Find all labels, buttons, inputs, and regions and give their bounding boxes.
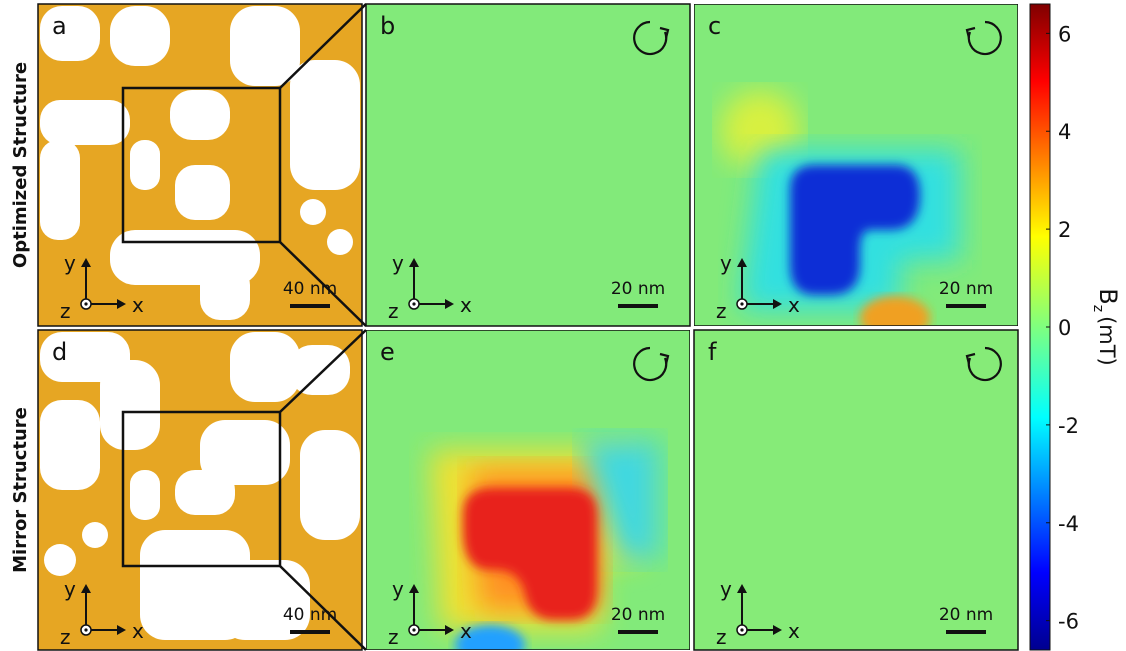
axis-dot [412,628,416,632]
axis-dot [84,302,88,306]
axis-arrowhead [445,299,454,309]
colorbar-unit: (mT) [1095,316,1119,366]
row-label: Mirror Structure [10,407,31,573]
axis-label: z [388,625,399,649]
axis-arrowhead [773,625,782,635]
scale-bar-label: 40 nm [283,279,337,299]
axis-arrowhead [445,625,454,635]
scale-bar-label: 20 nm [939,279,993,299]
panel-label: b [380,12,395,40]
axis-dot [84,628,88,632]
axis-label: x [460,293,472,317]
field-e [366,330,690,650]
scale-bar-label: 40 nm [283,605,337,625]
colorbar-tick-label: -6 [1058,610,1079,634]
axis-arrowhead [773,299,782,309]
colorbar-tick-label: -2 [1058,414,1079,438]
panel-label: d [52,338,67,366]
panel-label: c [708,12,721,40]
field-c [694,4,1018,326]
axis-label: y [392,577,404,601]
axis-arrowhead [737,258,747,267]
axis-label: y [720,251,732,275]
axis-arrowhead [117,625,126,635]
axis-label: y [720,577,732,601]
colorbar-tick-label: 6 [1058,22,1071,46]
axis-label: z [716,625,727,649]
axis-arrowhead [409,258,419,267]
colorbar-symbol: B [1094,288,1122,304]
axis-arrowhead [117,299,126,309]
axis-dot [740,628,744,632]
structure-a [37,3,367,327]
axis-arrowhead [737,584,747,593]
axis-label: x [132,293,144,317]
axis-label: z [716,299,727,323]
colorbar-subscript: z [1090,305,1106,312]
panel-label: e [380,338,395,366]
field-b [365,3,691,327]
colorbar-tick-label: 0 [1058,316,1071,340]
row-label: Optimized Structure [10,62,31,268]
colorbar-label: Bz (mT) [1090,288,1122,366]
axis-label: y [64,251,76,275]
rotation-icons [633,20,1002,382]
axis-arrowhead [409,584,419,593]
axis-dot [412,302,416,306]
panel-label: a [52,12,67,40]
axis-label: x [460,619,472,643]
axis-label: z [60,625,71,649]
axis-label: z [60,299,71,323]
scale-bar-label: 20 nm [939,605,993,625]
axis-label: x [132,619,144,643]
axis-label: y [392,251,404,275]
axis-label: y [64,577,76,601]
axis-arrowhead [81,584,91,593]
axis-dot [740,302,744,306]
colorbar-tick-label: 2 [1058,218,1071,242]
colorbar-tick-label: 4 [1058,120,1071,144]
axis-label: z [388,299,399,323]
axis-label: x [788,293,800,317]
structure-d [37,329,367,651]
scale-bar-label: 20 nm [611,279,665,299]
axis-arrowhead [81,258,91,267]
field-f [693,329,1019,651]
scale-bar-label: 20 nm [611,605,665,625]
colorbar-tick-label: -4 [1058,512,1079,536]
axis-label: x [788,619,800,643]
panel-label: f [708,338,717,366]
